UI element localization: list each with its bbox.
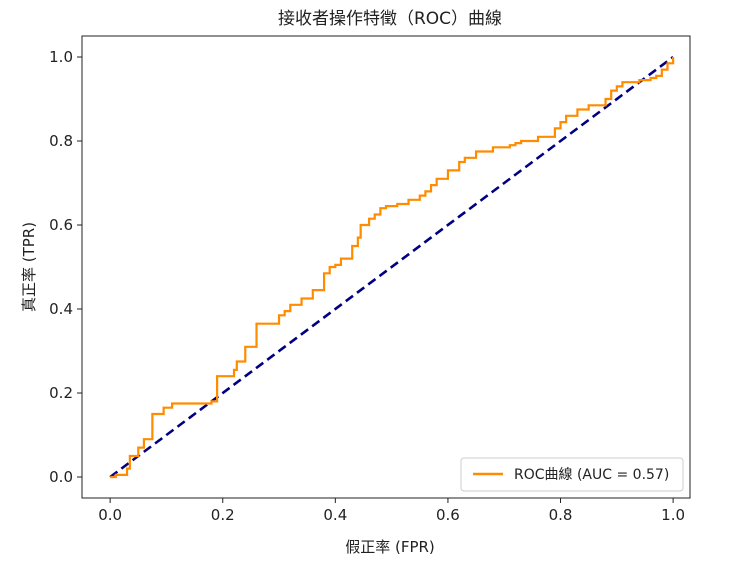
y-axis: 0.0 0.2 0.4 0.6 0.8 1.0 <box>49 48 82 486</box>
y-tick-label: 0.6 <box>49 216 73 234</box>
roc-curve-line <box>110 57 675 479</box>
y-tick-label: 0.4 <box>49 300 73 318</box>
y-axis-label: 真正率 (TPR) <box>20 222 38 312</box>
x-tick-label: 0.2 <box>211 506 235 524</box>
x-tick-label: 0.4 <box>323 506 347 524</box>
y-tick-label: 0.2 <box>49 384 73 402</box>
legend-box <box>460 457 684 492</box>
plot-area-frame <box>81 35 691 499</box>
x-tick-label: 0.8 <box>549 506 573 524</box>
x-tick-label: 0.0 <box>98 506 122 524</box>
x-axis-label: 假正率 (FPR) <box>345 538 435 556</box>
chart-title: 接收者操作特徵（ROC）曲線 <box>278 9 502 29</box>
x-tick-label: 0.6 <box>436 506 460 524</box>
y-tick-label: 1.0 <box>49 48 73 66</box>
diagonal-reference-line <box>109 55 674 479</box>
x-axis: 0.0 0.2 0.4 0.6 0.8 1.0 <box>98 498 685 524</box>
legend-entry-roc: ROC曲線 (AUC = 0.57) <box>514 467 669 483</box>
x-tick-label: 1.0 <box>661 506 685 524</box>
series-layer <box>109 55 675 479</box>
y-tick-label: 0.8 <box>49 132 73 150</box>
y-tick-label: 0.0 <box>49 468 73 486</box>
legend: ROC曲線 (AUC = 0.57) <box>460 457 684 492</box>
